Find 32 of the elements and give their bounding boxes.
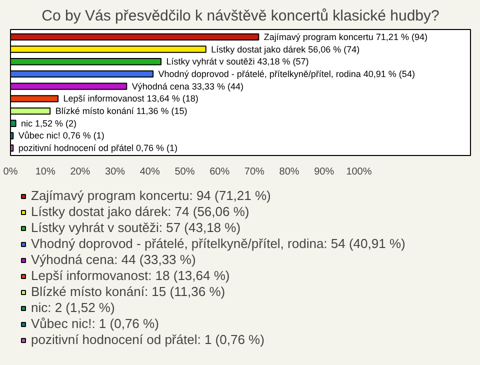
legend-label: Vhodný doprovod - přátelé, přítelkyně/přítel, rodina: 54 (40,91 %)	[31, 236, 406, 251]
legend-label: Lístky vyhrát v soutěži: 57 (43,18 %)	[31, 220, 241, 235]
data-label: Lepší informovanost 13,64 % (18)	[63, 94, 198, 104]
legend-label: nic: 2 (1,52 %)	[31, 300, 115, 315]
x-tick-label: 50%	[174, 166, 195, 178]
data-label: nic 1,52 % (2)	[21, 118, 77, 128]
x-tick-label: 40%	[140, 166, 160, 178]
legend-label: Lístky dostat jako dárek: 74 (56,06 %)	[31, 204, 250, 219]
x-tick-label: 0%	[3, 166, 18, 178]
legend-label: Blízké místo konání: 15 (11,36 %)	[31, 284, 226, 299]
x-tick-label: 100%	[346, 166, 372, 178]
chart-title: Co by Vás přesvědčilo k návštěvě koncertů klasické hudby?	[42, 8, 440, 24]
x-tick-label: 60%	[210, 166, 230, 178]
x-tick-label: 90%	[314, 166, 334, 178]
data-label: Vhodný doprovod - přátelé, přítelkyně/přítel, rodina 40,91 % (54)	[158, 68, 415, 79]
x-tick-label: 10%	[35, 166, 56, 178]
legend-label: pozitivní hodnocení od přátel: 1 (0,76 %)	[31, 332, 264, 347]
data-label: Blízké místo konání 11,36 % (15)	[55, 106, 188, 116]
data-label: pozitivní hodnocení od přátel 0,76 % (1)	[18, 143, 178, 154]
legend-label: Výhodná cena: 44 (33,33 %)	[31, 252, 196, 267]
legend-label: Lepší informovanost: 18 (13,64 %)	[31, 268, 230, 283]
x-tick-label: 80%	[279, 166, 300, 178]
data-label: Lístky vyhrát v soutěži 43,18 % (57)	[166, 56, 309, 67]
data-label: Výhodná cena 33,33 % (44)	[132, 81, 244, 92]
data-label: Lístky dostat jako dárek 56,06 % (74)	[211, 44, 360, 54]
legend-label: Zajímavý program koncertu: 94 (71,21 %)	[31, 188, 271, 203]
x-tick-label: 70%	[244, 166, 265, 178]
data-label: Zajímavý program koncertu 71,21 % (94)	[264, 32, 428, 42]
x-tick-label: 30%	[105, 166, 126, 178]
legend-label: Vůbec nic!: 1 (0,76 %)	[31, 316, 159, 331]
data-label: Vůbec nic! 0,76 % (1)	[18, 130, 104, 141]
x-tick-label: 20%	[70, 166, 90, 178]
